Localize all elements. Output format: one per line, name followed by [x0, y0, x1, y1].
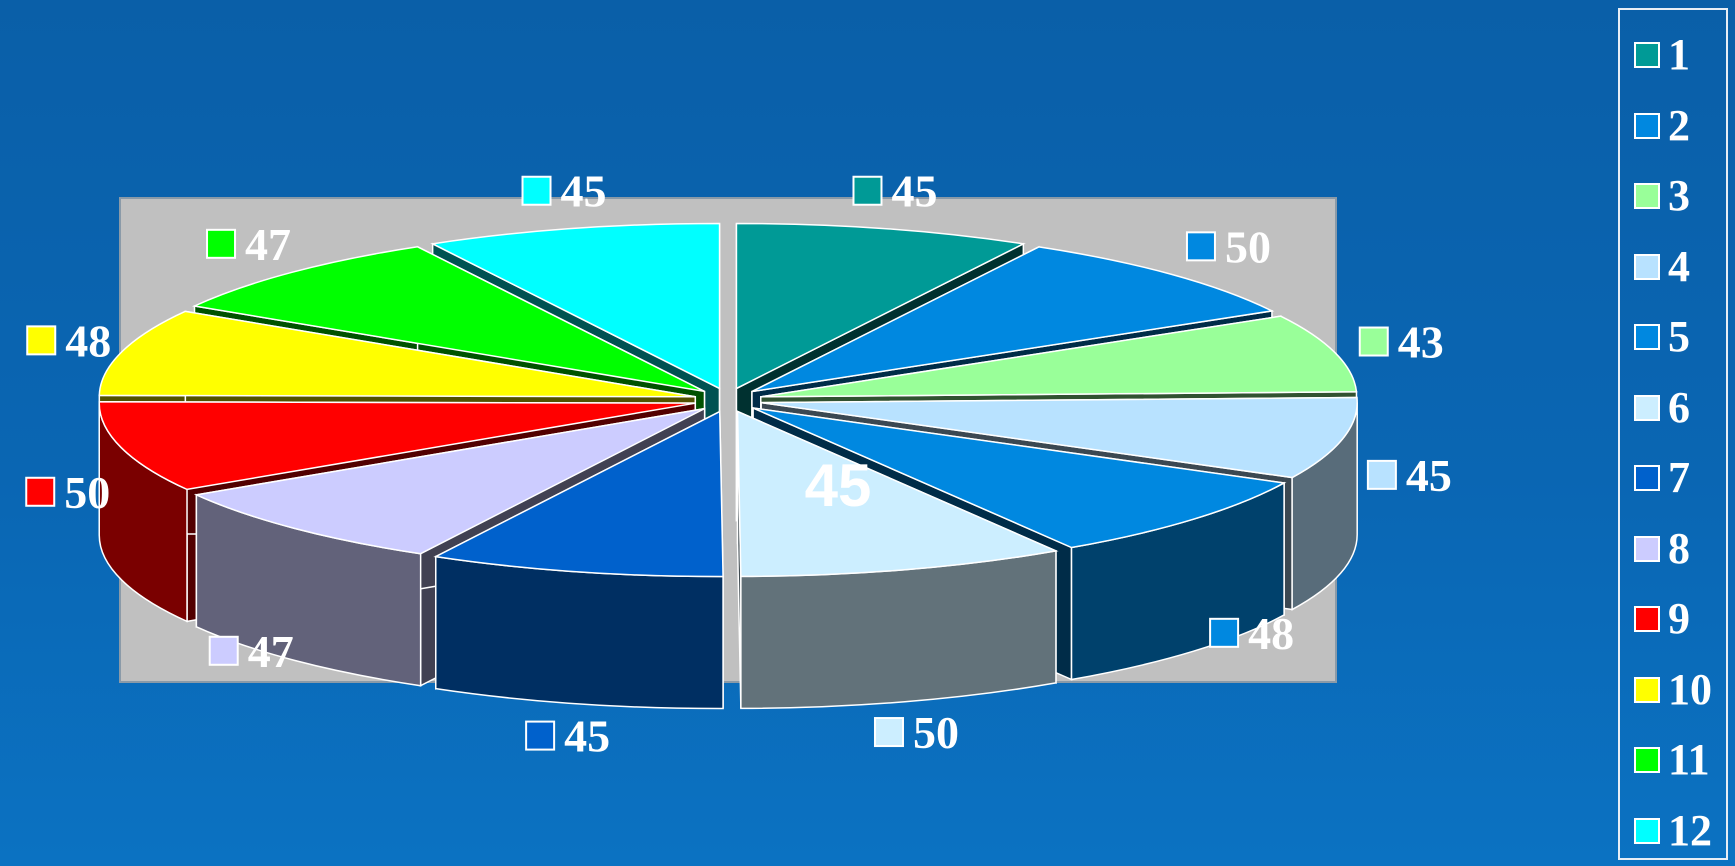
- data-label-swatch: [206, 228, 237, 259]
- legend-item-4: 4: [1634, 242, 1690, 292]
- legend-item-9: 9: [1634, 594, 1690, 644]
- pie-slice-top: [735, 222, 1026, 390]
- data-label-value: 47: [248, 626, 294, 677]
- data-label-value: 45: [564, 711, 610, 762]
- legend-item-8: 8: [1634, 524, 1690, 574]
- legend-swatch: [1634, 183, 1660, 209]
- data-label-7: 45: [525, 711, 610, 762]
- data-label-2: 50: [1185, 221, 1271, 272]
- pie-slice-top: [430, 222, 721, 390]
- pie-slice-top: [751, 246, 1275, 393]
- pie-slice-6: [736, 410, 1059, 710]
- legend-swatch: [1634, 676, 1660, 703]
- data-label-4: 45: [1366, 450, 1452, 501]
- legend-label: 1: [1668, 30, 1690, 79]
- data-label-8: 47: [208, 626, 294, 677]
- legend: 1 2 3 4 5 6 7 8 9 10 11 12: [1618, 8, 1728, 860]
- legend-label: 11: [1668, 735, 1710, 784]
- data-label-11: 47: [206, 219, 291, 270]
- legend-label: 5: [1668, 312, 1690, 361]
- legend-swatch: [1634, 606, 1660, 632]
- data-label-value: 48: [65, 315, 111, 366]
- pie-slice-top: [98, 401, 696, 491]
- data-label-swatch: [852, 175, 883, 206]
- data-label-12: 45: [521, 166, 607, 217]
- pie-slice-top: [760, 315, 1358, 398]
- legend-label: 6: [1668, 382, 1690, 432]
- legend-swatch: [1634, 42, 1660, 68]
- legend-label: 12: [1668, 805, 1712, 855]
- data-label-swatch: [521, 175, 552, 206]
- data-label-3: 43: [1358, 317, 1444, 368]
- pie-slice-top: [761, 396, 1358, 479]
- legend-swatch: [1634, 465, 1660, 491]
- data-label-swatch: [1366, 459, 1397, 490]
- legend-label: 8: [1668, 523, 1690, 573]
- pie-slice-top: [193, 407, 705, 555]
- legend-item-12: 12: [1634, 806, 1712, 856]
- legend-item-10: 10: [1634, 665, 1712, 715]
- pie-slice-top: [433, 410, 724, 578]
- legend-swatch: [1634, 324, 1660, 350]
- pie-slice-7: [433, 410, 724, 710]
- data-label-value: 48: [1248, 608, 1294, 659]
- data-label-9: 50: [25, 467, 110, 518]
- legend-label: 9: [1668, 594, 1690, 643]
- data-label-swatch: [208, 635, 239, 666]
- inner-value-label: 45: [805, 452, 872, 519]
- legend-swatch: [1634, 394, 1660, 421]
- data-label-6: 50: [873, 707, 959, 758]
- data-label-value: 45: [891, 166, 937, 217]
- data-label-value: 50: [64, 467, 110, 518]
- legend-item-6: 6: [1634, 383, 1690, 433]
- data-label-5: 48: [1209, 608, 1294, 659]
- legend-item-2: 2: [1634, 101, 1690, 151]
- legend-swatch: [1634, 253, 1660, 280]
- legend-label: 7: [1668, 453, 1690, 502]
- legend-item-7: 7: [1634, 453, 1690, 503]
- pie-slice-rim: [435, 555, 724, 710]
- legend-swatch: [1634, 535, 1660, 562]
- legend-swatch: [1634, 747, 1660, 773]
- legend-swatch: [1634, 112, 1660, 139]
- data-label-value: 47: [245, 219, 291, 270]
- pie-slice-top: [736, 410, 1059, 578]
- legend-label: 2: [1668, 100, 1690, 150]
- data-label-value: 50: [1225, 221, 1271, 272]
- data-label-value: 43: [1398, 317, 1444, 368]
- data-label-swatch: [25, 476, 56, 507]
- legend-item-1: 1: [1634, 30, 1690, 80]
- pie-slice-top: [191, 246, 705, 393]
- pie-slice-top: [752, 407, 1287, 549]
- data-label-value: 45: [561, 166, 607, 217]
- data-label-swatch: [525, 720, 556, 751]
- pie-slice-top: [98, 310, 696, 398]
- data-label-value: 50: [913, 707, 959, 758]
- data-label-swatch: [1209, 617, 1240, 648]
- legend-item-11: 11: [1634, 735, 1710, 785]
- legend-item-5: 5: [1634, 312, 1690, 362]
- legend-label: 4: [1668, 241, 1690, 291]
- legend-label: 10: [1668, 664, 1712, 714]
- data-label-swatch: [1185, 231, 1216, 262]
- legend-item-3: 3: [1634, 171, 1690, 221]
- data-label-10: 48: [26, 315, 111, 366]
- data-label-swatch: [26, 325, 57, 356]
- data-label-swatch: [873, 717, 904, 748]
- data-label-1: 45: [852, 166, 937, 217]
- data-label-value: 45: [1406, 450, 1452, 501]
- legend-label: 3: [1668, 171, 1690, 220]
- legend-swatch: [1634, 817, 1660, 844]
- data-label-swatch: [1358, 326, 1389, 357]
